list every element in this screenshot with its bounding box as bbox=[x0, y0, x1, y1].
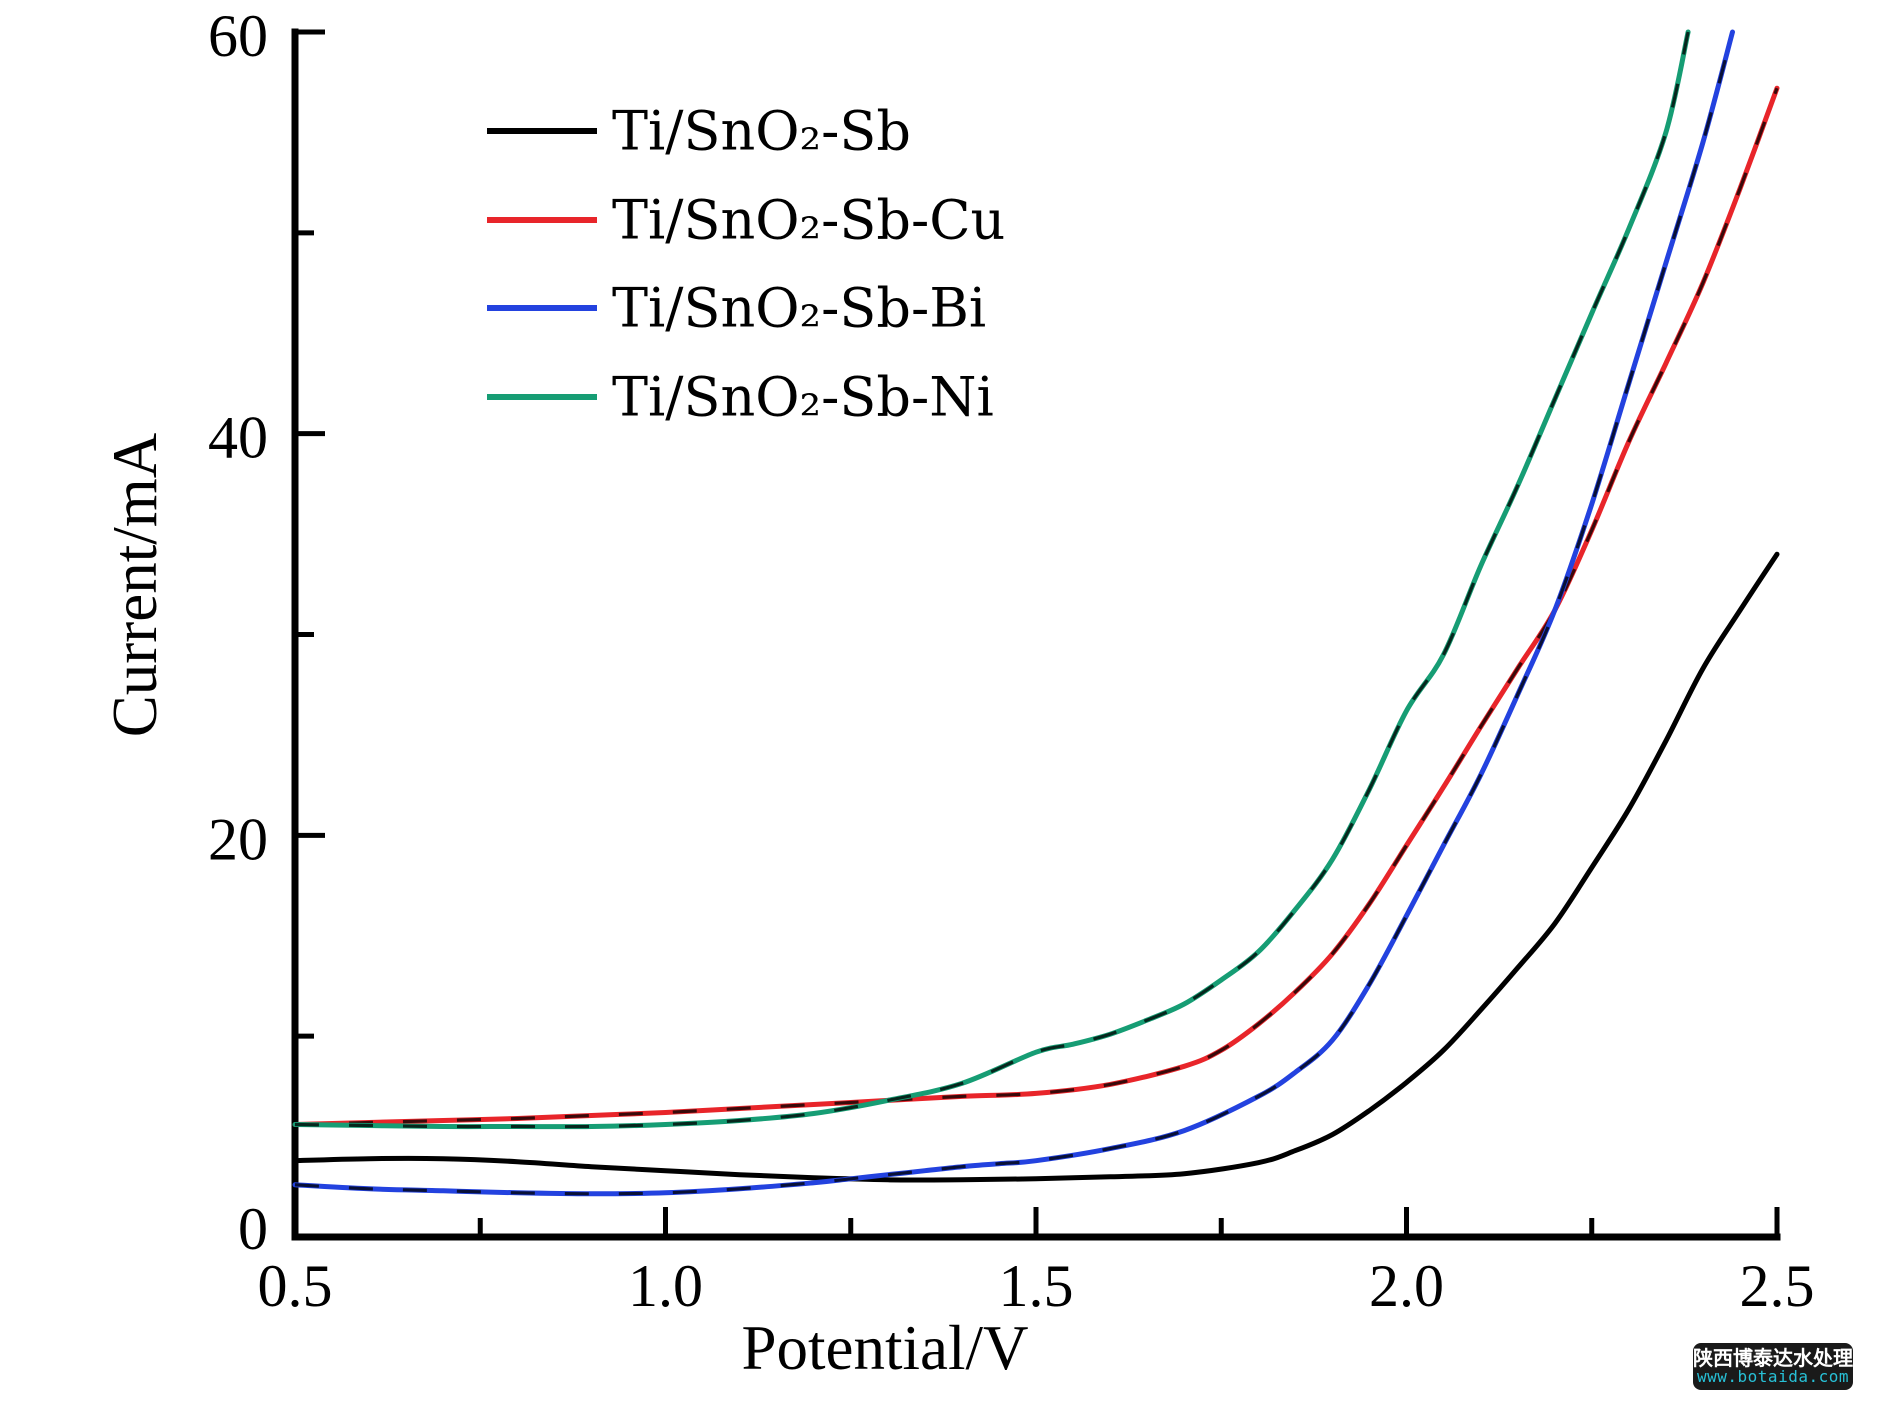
watermark: 陕西博泰达水处理 www.botaida.com bbox=[1693, 1343, 1853, 1390]
axes: 0.5 1.0 1.5 2.0 2.5 0 20 40 60 bbox=[208, 3, 1815, 1319]
x-tick-label: 1.5 bbox=[999, 1253, 1074, 1319]
series-curve-2-dash-overlay bbox=[294, 31, 1735, 1196]
series-curve-2 bbox=[292, 29, 1735, 1197]
chart-legend: Ti/SnO₂-Sb Ti/SnO₂-Sb-Cu Ti/SnO₂-Sb-Bi T… bbox=[487, 100, 1005, 429]
curves bbox=[292, 29, 1780, 1197]
x-tick-label: 2.0 bbox=[1369, 1253, 1444, 1319]
watermark-url: www.botaida.com bbox=[1697, 1366, 1849, 1386]
legend-label-ti-sno2-sb-bi: Ti/SnO₂-Sb-Bi bbox=[612, 277, 986, 340]
watermark-company-name: 陕西博泰达水处理 bbox=[1693, 1345, 1853, 1370]
legend-label-ti-sno2-sb-cu: Ti/SnO₂-Sb-Cu bbox=[612, 189, 1005, 252]
x-tick-label: 2.5 bbox=[1740, 1253, 1815, 1319]
axis-spine bbox=[291, 28, 1781, 1241]
y-tick-label: 0 bbox=[238, 1196, 268, 1262]
series-curve-3-dash-overlay bbox=[294, 31, 1690, 1129]
legend-label-ti-sno2-sb: Ti/SnO₂-Sb bbox=[612, 100, 911, 163]
y-tick-label: 60 bbox=[208, 3, 268, 69]
x-axis-title: Potential/V bbox=[742, 1313, 1029, 1383]
y-axis-title: Current/mA bbox=[100, 432, 170, 737]
legend-label-ti-sno2-sb-ni: Ti/SnO₂-Sb-Ni bbox=[612, 366, 994, 429]
x-tick-label: 1.0 bbox=[628, 1253, 703, 1319]
y-tick-label: 20 bbox=[208, 806, 268, 872]
x-tick-label: 0.5 bbox=[258, 1253, 333, 1319]
series-curve-1-dash-overlay bbox=[294, 87, 1779, 1127]
y-tick-label: 40 bbox=[208, 405, 268, 471]
series-curve-0 bbox=[292, 551, 1780, 1183]
